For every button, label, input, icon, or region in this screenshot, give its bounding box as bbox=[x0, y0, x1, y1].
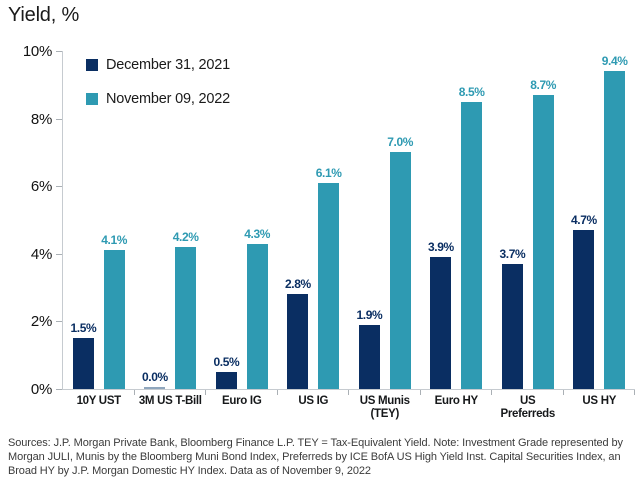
y-axis-tick bbox=[56, 186, 62, 188]
y-axis-tick bbox=[56, 253, 62, 255]
plot-area: 1.5% 4.1% 10Y UST 0.0% 4.2% 3M US T-Bill 0.5% 4… bbox=[62, 51, 636, 420]
x-axis-tick bbox=[205, 390, 206, 395]
bar-group: 3.9% 8.5% bbox=[421, 51, 493, 389]
y-axis-tick bbox=[56, 389, 62, 390]
bar bbox=[318, 182, 340, 389]
legend-label-dec-2021: December 31, 2021 bbox=[106, 57, 230, 73]
source-note: Sources: J.P. Morgan Private Bank, Bloom… bbox=[8, 436, 639, 478]
bar-column: 1.5% bbox=[70, 51, 97, 389]
x-axis-category-label: Euro IG bbox=[222, 395, 262, 407]
bar-column: 4.3% bbox=[244, 51, 270, 389]
bar-group: 0.0% 4.2% bbox=[135, 51, 207, 389]
bar bbox=[175, 247, 197, 389]
chart-title: Yield, % bbox=[8, 4, 80, 26]
bar bbox=[246, 243, 268, 389]
source-note-line: Morgan JULI, Munis by the Bloomberg Muni… bbox=[8, 451, 621, 463]
bar-column: 1.9% bbox=[356, 51, 383, 389]
bar-value-label: 1.5% bbox=[70, 321, 97, 336]
bar bbox=[72, 338, 94, 389]
bar-value-label: 9.4% bbox=[601, 54, 628, 69]
x-axis-category-label: US HY bbox=[582, 395, 617, 407]
bar-column: 3.7% bbox=[499, 51, 526, 389]
bar-column: 8.5% bbox=[459, 51, 485, 389]
x-axis-category-label: 10Y UST bbox=[76, 395, 122, 407]
x-axis-category-label: US Preferreds bbox=[500, 395, 556, 420]
y-axis-tick-label: 4% bbox=[30, 245, 52, 263]
bar bbox=[144, 387, 166, 389]
bar bbox=[573, 230, 595, 389]
y-axis-tick-label: 10% bbox=[22, 43, 52, 60]
bar-value-label: 4.2% bbox=[172, 230, 199, 245]
bar-value-label: 0.0% bbox=[141, 370, 168, 384]
bar-column: 8.7% bbox=[530, 51, 556, 389]
bar bbox=[215, 372, 237, 389]
bar-value-label: 6.1% bbox=[315, 165, 342, 180]
legend-item-nov-2022: November 09, 2022 bbox=[86, 91, 230, 107]
bar bbox=[103, 250, 125, 389]
legend-swatch-dec-2021 bbox=[86, 59, 98, 71]
x-axis-category-label: 3M US T-Bill bbox=[138, 395, 202, 407]
bar-group: 0.5% 4.3% bbox=[206, 51, 278, 389]
x-axis-category-label: US IG bbox=[298, 395, 329, 407]
bar bbox=[389, 152, 411, 389]
legend-label-nov-2022: November 09, 2022 bbox=[106, 91, 230, 107]
bar-value-label: 7.0% bbox=[387, 135, 414, 150]
y-axis-tick bbox=[56, 118, 62, 120]
bar bbox=[287, 294, 309, 389]
y-axis-tick bbox=[56, 321, 62, 323]
bar bbox=[461, 101, 483, 389]
bar-group: 4.7% 9.4% bbox=[564, 51, 636, 389]
y-axis-tick-label: 0% bbox=[30, 381, 52, 398]
bar-group: 1.9% 7.0% bbox=[349, 51, 421, 389]
bar bbox=[501, 263, 523, 389]
bar-column: 6.1% bbox=[316, 51, 342, 389]
x-axis-tick bbox=[491, 390, 492, 395]
bar-value-label: 4.7% bbox=[570, 213, 597, 228]
bar-value-label: 8.7% bbox=[530, 77, 557, 92]
bar-value-label: 4.1% bbox=[101, 233, 128, 248]
bar-group: 3.7% 8.7% bbox=[492, 51, 564, 389]
bar-group: 2.8% 6.1% bbox=[278, 51, 350, 389]
bar-column: 4.1% bbox=[101, 51, 127, 389]
x-axis-category-label: Euro HY bbox=[434, 395, 479, 407]
y-axis-tick-label: 2% bbox=[30, 313, 52, 331]
bar-group: 1.5% 4.1% bbox=[63, 51, 135, 389]
legend-item-dec-2021: December 31, 2021 bbox=[86, 57, 230, 73]
bar-column: 0.0% bbox=[142, 51, 168, 389]
bar-column: 4.7% bbox=[571, 51, 597, 389]
y-axis-tick-label: 6% bbox=[30, 178, 52, 196]
y-axis-tick bbox=[56, 51, 62, 52]
bar-value-label: 4.3% bbox=[244, 226, 271, 241]
bar-value-label: 8.5% bbox=[458, 84, 485, 99]
bar-value-label: 1.9% bbox=[356, 307, 383, 322]
x-axis-tick bbox=[562, 390, 564, 395]
bar bbox=[604, 71, 626, 389]
x-axis-tick bbox=[133, 390, 135, 395]
x-axis-tick bbox=[634, 390, 635, 395]
bar bbox=[430, 257, 452, 389]
bar-column: 4.2% bbox=[173, 51, 199, 389]
bar-column: 7.0% bbox=[387, 51, 413, 389]
x-axis-tick bbox=[276, 390, 278, 395]
bar-value-label: 3.7% bbox=[499, 246, 526, 261]
source-note-line: Sources: J.P. Morgan Private Bank, Bloom… bbox=[8, 437, 623, 449]
x-axis-category-label: US Munis (TEY) bbox=[359, 395, 410, 420]
bar bbox=[532, 94, 554, 389]
bar-column: 0.5% bbox=[213, 51, 240, 389]
source-note-line: Broad HY by J.P. Morgan Domestic HY Inde… bbox=[8, 465, 371, 477]
bar-value-label: 3.9% bbox=[427, 240, 454, 255]
bar-column: 9.4% bbox=[602, 51, 628, 389]
legend-swatch-nov-2022 bbox=[86, 93, 98, 105]
bar-value-label: 0.5% bbox=[213, 355, 240, 370]
bar bbox=[358, 324, 380, 389]
x-axis-tick bbox=[348, 390, 349, 395]
legend: December 31, 2021 November 09, 2022 bbox=[86, 57, 230, 107]
bar-value-label: 2.8% bbox=[284, 277, 311, 292]
bar-column: 2.8% bbox=[285, 51, 311, 389]
y-axis-tick-label: 8% bbox=[30, 110, 52, 128]
bar-column: 3.9% bbox=[428, 51, 454, 389]
x-axis-tick bbox=[419, 390, 421, 395]
